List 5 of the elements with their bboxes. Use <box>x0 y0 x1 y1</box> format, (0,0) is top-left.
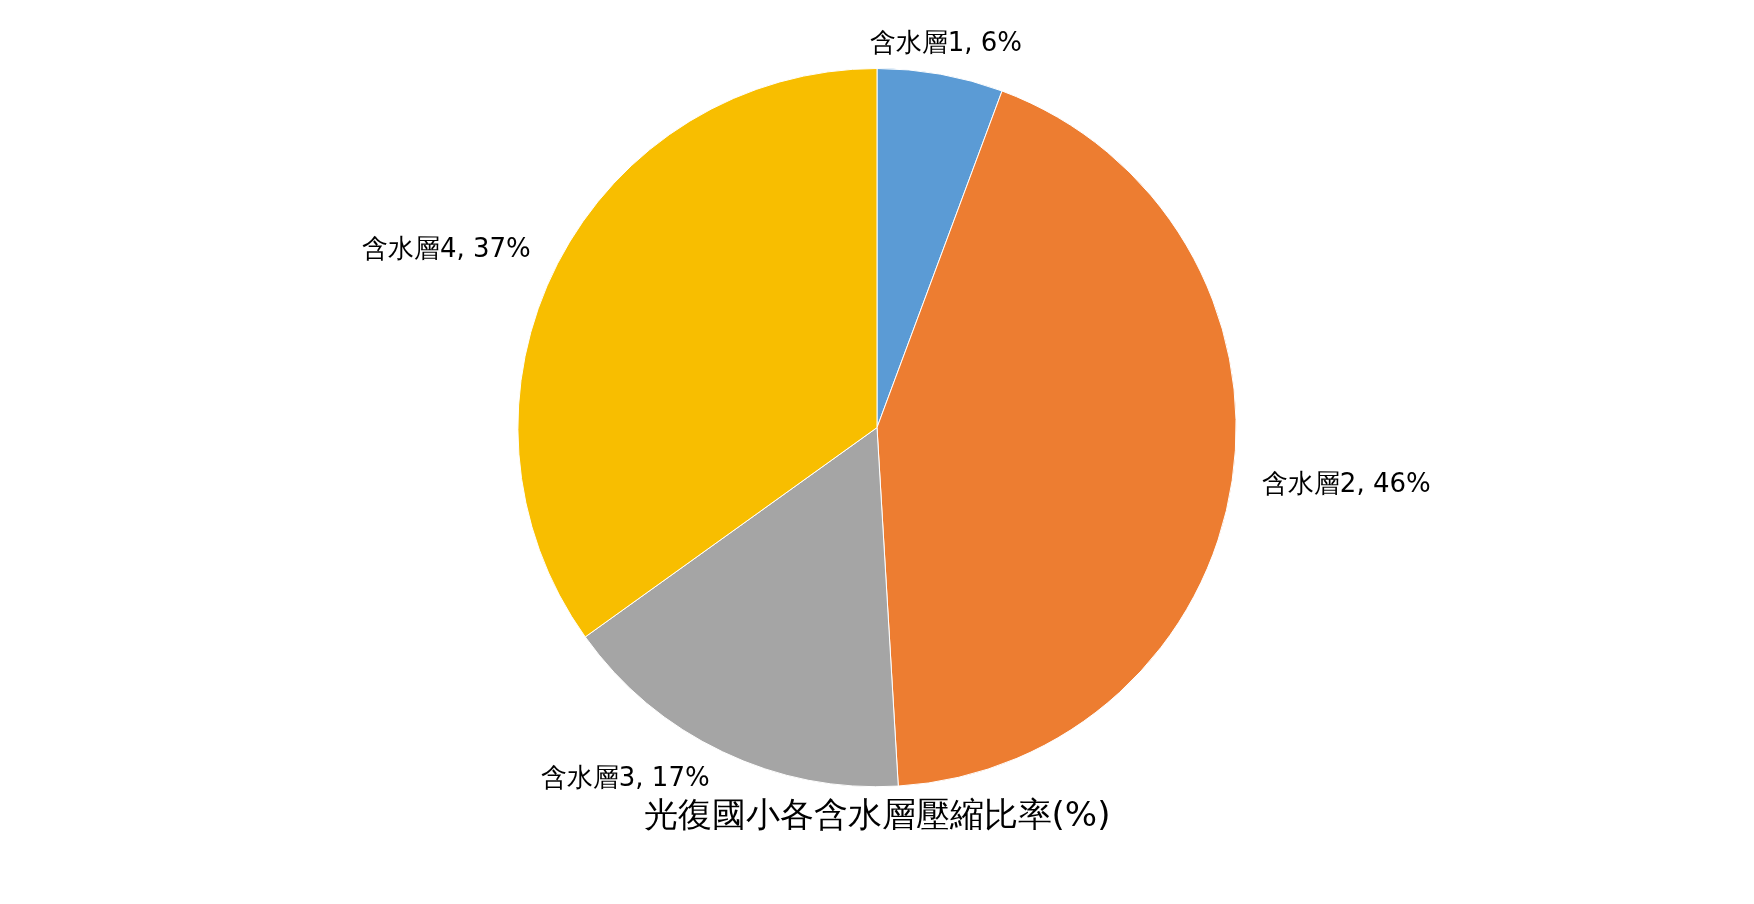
slice-label: 含水層1, 6% <box>869 27 1022 58</box>
text: 光復國小各含水層壓縮比率(%) <box>643 794 1111 835</box>
slice-label: 含水層3, 17% <box>540 761 710 792</box>
slice-label: 含水層4, 37% <box>361 232 531 263</box>
slice-label: 含水層2, 46% <box>1261 467 1431 498</box>
